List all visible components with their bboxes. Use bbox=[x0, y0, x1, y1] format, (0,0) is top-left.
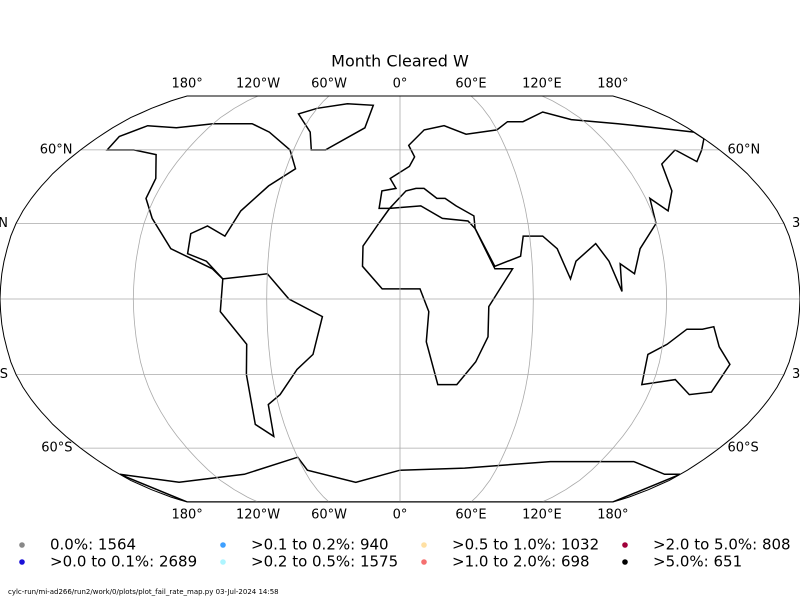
graticule-labels: 180° 180° 120°W 120°W 60°W 60°W 0° 0° 60°E 60°E 12… bbox=[0, 77, 800, 523]
legend-label: >0.5 to 1.0%: 1032 bbox=[452, 536, 599, 554]
meridian bbox=[541, 96, 668, 502]
lon-label: 180° bbox=[597, 77, 628, 92]
legend-label: >0.1 to 0.2%: 940 bbox=[251, 536, 389, 554]
coastline bbox=[219, 273, 324, 438]
legend-marker bbox=[19, 542, 25, 548]
lon-label: 60°E bbox=[455, 77, 486, 92]
lat-label: 60°S bbox=[727, 441, 758, 456]
legend-label: >0.0 to 0.1%: 2689 bbox=[50, 553, 197, 571]
lon-label: 60°W bbox=[311, 77, 347, 92]
legend-marker bbox=[421, 559, 427, 565]
legend-marker bbox=[622, 559, 628, 565]
legend-label: 0.0%: 1564 bbox=[50, 536, 136, 554]
legend: 0.0%: 1564>0.0 to 0.1%: 2689 >0.1 to 0.2%… bbox=[19, 536, 791, 571]
lon-label: 120°E bbox=[522, 77, 562, 92]
coastline bbox=[378, 111, 705, 292]
lon-label: 0° bbox=[393, 77, 408, 92]
lon-label: 60°W bbox=[311, 508, 347, 523]
legend-label: >2.0 to 5.0%: 808 bbox=[653, 536, 791, 554]
lat-label: 30°S bbox=[792, 367, 800, 382]
legend-marker bbox=[421, 542, 427, 548]
lat-label: 30°S bbox=[0, 367, 8, 382]
legend-label: >1.0 to 2.0%: 698 bbox=[452, 553, 590, 571]
lon-label: 120°E bbox=[522, 508, 562, 523]
meridian bbox=[266, 96, 330, 502]
land bbox=[105, 103, 731, 502]
lat-label: 60°N bbox=[727, 142, 760, 157]
lon-label: 180° bbox=[171, 508, 202, 523]
graticule bbox=[0, 96, 800, 502]
lon-label: 180° bbox=[597, 508, 628, 523]
lat-label: 60°S bbox=[41, 441, 72, 456]
lon-label: 180° bbox=[171, 77, 202, 92]
legend-marker bbox=[220, 542, 226, 548]
footer: cylc-run/mi-ad266/run2/work/0/plots/plot… bbox=[8, 588, 279, 596]
lon-label: 0° bbox=[393, 508, 408, 523]
coastline bbox=[640, 325, 731, 396]
meridian bbox=[132, 96, 259, 502]
lat-label: 30°N bbox=[0, 216, 8, 231]
lat-label: 60°N bbox=[40, 142, 73, 157]
coastline bbox=[297, 103, 375, 151]
coastline bbox=[105, 122, 297, 280]
legend-label: >5.0%: 651 bbox=[653, 553, 742, 571]
lon-label: 120°W bbox=[236, 508, 280, 523]
lon-label: 60°E bbox=[455, 508, 486, 523]
map-title: Month Cleared W bbox=[331, 52, 469, 71]
legend-marker bbox=[19, 559, 25, 565]
map-outline bbox=[0, 95, 800, 503]
lat-label: 30°N bbox=[792, 216, 800, 231]
legend-marker bbox=[622, 542, 628, 548]
meridian bbox=[470, 96, 534, 502]
legend-label: >0.2 to 0.5%: 1575 bbox=[251, 553, 398, 571]
lon-label: 120°W bbox=[236, 77, 280, 92]
legend-marker bbox=[220, 559, 226, 565]
